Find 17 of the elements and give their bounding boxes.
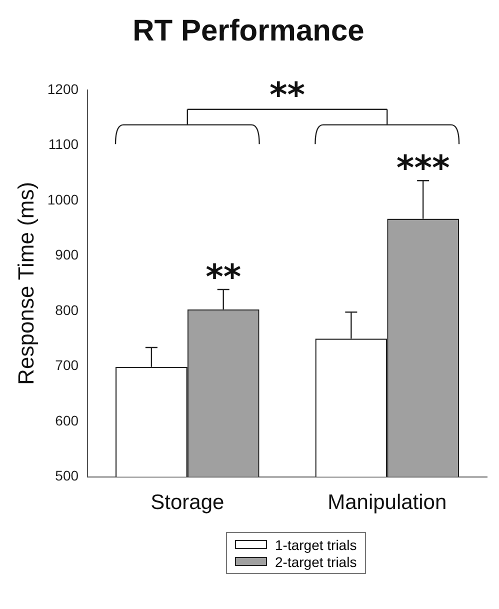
annotation: ** <box>269 75 306 116</box>
series-label: 1-target trials <box>275 536 357 552</box>
y-tick-label: 1200 <box>47 80 79 97</box>
x-tick-label: Storage <box>150 491 224 514</box>
y-tick-label: 700 <box>55 357 79 374</box>
y-tick-label: 600 <box>55 412 79 428</box>
y-tick-label: 1100 <box>48 136 79 152</box>
y-axis-title: Response Time (ms) <box>13 182 38 385</box>
y-tick-label: 800 <box>55 302 79 318</box>
y-tick-label: 900 <box>55 246 79 263</box>
legend-label: 2-target trials <box>275 554 357 570</box>
chart-title: RT Performance <box>132 14 364 48</box>
y-tick-label: 500 <box>55 468 79 484</box>
x-tick-label: Manipulation <box>328 491 447 514</box>
annotation: *** <box>396 148 450 189</box>
annotation: ** <box>206 257 242 298</box>
y-tick-label: 1000 <box>47 191 79 208</box>
